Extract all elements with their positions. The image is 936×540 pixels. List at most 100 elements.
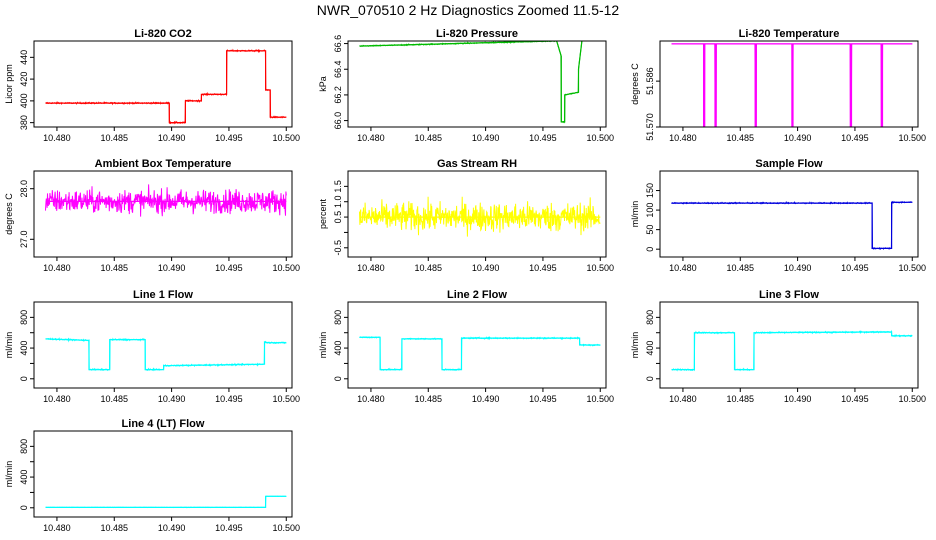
x-tick-label: 10.485 [101, 523, 129, 533]
panel-title: Sample Flow [755, 158, 823, 170]
y-tick-label: 400 [19, 93, 29, 108]
panel-title: Li-820 CO2 [134, 28, 191, 40]
figure-title: NWR_070510 2 Hz Diagnostics Zoomed 11.5-… [317, 2, 620, 18]
x-tick-label: 10.480 [357, 394, 385, 404]
x-tick-label: 10.500 [587, 133, 615, 143]
y-axis-label: ml/min [630, 332, 640, 359]
y-tick-label: 1.5 [333, 180, 343, 193]
x-tick-label: 10.500 [899, 133, 927, 143]
y-tick-label: 66.2 [333, 86, 343, 104]
plot-frame [659, 170, 919, 258]
x-tick-label: 10.490 [784, 263, 812, 273]
x-tick-label: 10.485 [415, 394, 443, 404]
series-line [45, 495, 287, 509]
panel-title: Line 1 Flow [133, 289, 193, 301]
x-tick-label: 10.485 [727, 263, 755, 273]
x-tick-label: 10.485 [101, 263, 129, 273]
panel-title: Line 2 Flow [447, 289, 507, 301]
x-tick-label: 10.490 [784, 394, 812, 404]
y-tick-label: 66.0 [333, 112, 343, 130]
y-tick-label: 440 [19, 50, 29, 65]
plot-frame [659, 301, 919, 389]
x-tick-label: 10.500 [899, 394, 927, 404]
panel-9: Line 3 Flow 10.480 10.485 10.490 10.495 10.50… [630, 289, 926, 404]
series-steps [359, 336, 601, 371]
panel-title: Li-820 Temperature [739, 28, 840, 40]
x-tick-label: 10.480 [669, 394, 697, 404]
panel-title: Gas Stream RH [437, 158, 517, 170]
y-tick-label: 150 [645, 183, 655, 198]
y-tick-label: 380 [19, 115, 29, 130]
y-tick-label: 0 [19, 505, 29, 510]
x-tick-label: 10.490 [158, 523, 186, 533]
y-axis-label: ml/min [4, 332, 14, 359]
x-tick-label: 10.490 [472, 133, 500, 143]
plot-frame [33, 301, 293, 389]
x-tick-label: 10.485 [101, 394, 129, 404]
y-axis-label: degrees C [4, 193, 14, 235]
y-tick-label: 50 [645, 225, 655, 235]
x-tick-label: 10.480 [357, 263, 385, 273]
plot-frame [347, 40, 607, 128]
y-tick-label: 28.0 [19, 180, 29, 198]
panel-4: Ambient Box Temperature 10.480 10.485 10.49… [4, 158, 300, 273]
plot-frame [33, 170, 293, 258]
x-tick-label: 10.500 [273, 263, 301, 273]
plot-frame [347, 301, 607, 389]
y-tick-label: 51.570 [645, 113, 655, 141]
x-tick-label: 10.500 [273, 133, 301, 143]
y-tick-label: 400 [645, 341, 655, 356]
y-axis-label: ml/min [4, 461, 14, 488]
x-tick-label: 10.500 [587, 394, 615, 404]
x-tick-label: 10.480 [43, 394, 71, 404]
series-line [671, 329, 913, 372]
x-tick-label: 10.490 [784, 133, 812, 143]
y-tick-label: 66.4 [333, 60, 343, 78]
x-tick-label: 10.485 [727, 133, 755, 143]
x-tick-label: 10.490 [472, 394, 500, 404]
x-tick-label: 10.490 [158, 263, 186, 273]
y-tick-label: -0.5 [333, 240, 343, 256]
y-tick-label: 1.0 [333, 195, 343, 208]
panel-7: Line 1 Flow 10.480 10.485 10.490 10.495 10.50… [4, 289, 300, 404]
series-line [45, 184, 287, 217]
y-tick-label: 800 [19, 439, 29, 454]
x-tick-label: 10.490 [158, 394, 186, 404]
panel-8: Line 2 Flow 10.480 10.485 10.490 10.495 10.50… [318, 289, 614, 404]
panel-3: Li-820 Temperature 10.480 10.485 10.490 10.4… [630, 28, 926, 143]
x-tick-label: 10.495 [215, 133, 243, 143]
series-steps [45, 495, 287, 508]
plot-frame [659, 40, 919, 128]
y-axis-label: kPa [318, 76, 328, 92]
panel-title: Line 3 Flow [759, 289, 819, 301]
y-tick-label: 0 [19, 376, 29, 381]
x-tick-label: 10.485 [415, 263, 443, 273]
panel-10: Line 4 (LT) Flow 10.480 10.485 10.490 10.495… [4, 418, 300, 533]
panel-title: Li-820 Pressure [436, 28, 518, 40]
series-steps [45, 50, 287, 124]
x-tick-label: 10.480 [669, 263, 697, 273]
x-tick-label: 10.495 [841, 394, 869, 404]
x-tick-label: 10.495 [529, 133, 557, 143]
x-tick-label: 10.495 [529, 394, 557, 404]
y-tick-label: 800 [333, 310, 343, 325]
x-tick-label: 10.500 [273, 394, 301, 404]
y-tick-label: 420 [19, 72, 29, 87]
x-tick-label: 10.495 [215, 523, 243, 533]
y-axis-label: Licor ppm [4, 64, 14, 104]
series-steps [45, 338, 287, 371]
x-tick-label: 10.490 [472, 263, 500, 273]
x-tick-label: 10.480 [43, 523, 71, 533]
x-tick-label: 10.495 [215, 263, 243, 273]
x-tick-label: 10.490 [158, 133, 186, 143]
panel-5: Gas Stream RH 10.480 10.485 10.490 10.495 10.… [318, 158, 614, 273]
y-tick-label: 400 [333, 341, 343, 356]
x-tick-label: 10.480 [43, 263, 71, 273]
y-axis-label: ml/min [318, 332, 328, 359]
y-tick-label: 27.0 [19, 231, 29, 249]
plot-frame [347, 170, 607, 258]
series-line [359, 196, 601, 237]
y-tick-label: 0 [333, 376, 343, 381]
y-tick-label: 800 [19, 310, 29, 325]
